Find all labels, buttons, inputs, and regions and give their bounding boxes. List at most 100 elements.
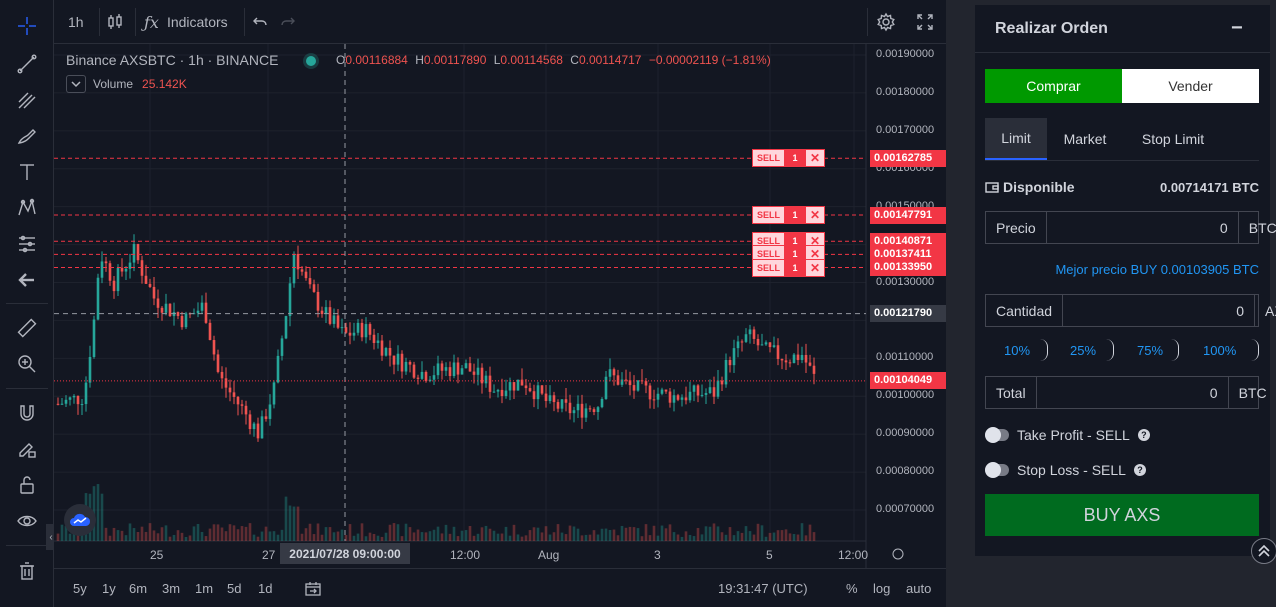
brush-tool[interactable] <box>0 118 54 154</box>
time-tick: 3 <box>654 548 661 562</box>
close-icon[interactable]: ✕ <box>805 149 825 168</box>
range-6m[interactable]: 6m <box>129 569 147 607</box>
volume-bar <box>212 524 216 541</box>
prediction-tool[interactable] <box>0 226 54 262</box>
log-scale-toggle[interactable]: log <box>873 569 890 607</box>
help-icon[interactable]: ? <box>1133 464 1146 476</box>
remove-drawings-tool[interactable] <box>0 553 54 589</box>
stop-loss-toggle[interactable]: Stop Loss - SELL ? <box>985 462 1146 478</box>
sell-side-tab[interactable]: Vender <box>1122 69 1259 103</box>
indicators-label: Indicators <box>166 14 228 30</box>
settings-button[interactable] <box>876 0 896 44</box>
volume-bar <box>652 525 656 541</box>
volume-bar <box>132 528 136 541</box>
volume-bar <box>296 506 300 541</box>
percent-100-button[interactable]: 100% <box>1203 343 1237 358</box>
candle-body <box>248 414 252 430</box>
volume-collapse-button[interactable] <box>66 75 86 93</box>
take-profit-toggle[interactable]: Take Profit - SELL ? <box>985 427 1150 443</box>
volume-bar <box>384 532 388 541</box>
clock-timezone[interactable]: 19:31:47 (UTC) <box>718 569 808 607</box>
text-tool[interactable] <box>0 154 54 190</box>
help-icon[interactable]: ? <box>1137 429 1150 441</box>
go-to-date-button[interactable] <box>304 569 322 607</box>
close-icon[interactable]: ✕ <box>805 206 825 225</box>
volume-bar <box>456 536 460 541</box>
pattern-tool[interactable] <box>0 190 54 226</box>
toolbar-divider <box>6 303 48 304</box>
volume-bar <box>284 496 288 541</box>
candle-body <box>484 375 488 384</box>
order-tag[interactable]: SELL 1 ✕ <box>752 206 825 225</box>
percent-10-button[interactable]: 10% <box>1004 343 1031 358</box>
submit-buy-button[interactable]: BUY AXS <box>985 494 1259 536</box>
buy-side-tab[interactable]: Comprar <box>985 69 1122 103</box>
take-profit-switch[interactable] <box>985 427 1009 443</box>
volume-bar <box>804 535 808 541</box>
candle-body <box>532 391 536 400</box>
chart-type-button[interactable] <box>106 0 124 44</box>
total-input[interactable] <box>1036 377 1228 408</box>
order-price-label: 0.00147791 <box>870 206 946 224</box>
range-1d[interactable]: 1d <box>258 569 272 607</box>
indicators-button[interactable]: ƒx Indicators <box>144 0 228 44</box>
toolbar-collapse-toggle[interactable]: ‹ <box>46 524 56 550</box>
candle-body <box>292 253 296 284</box>
arrow-tool[interactable] <box>0 262 54 298</box>
stop-loss-switch[interactable] <box>985 462 1009 478</box>
range-1y[interactable]: 1y <box>102 569 116 607</box>
order-panel-collapse-button[interactable]: − <box>1231 17 1243 39</box>
volume-bar <box>468 525 472 541</box>
scroll-to-top-button[interactable] <box>1251 538 1276 564</box>
lock-all-tool[interactable] <box>0 467 54 503</box>
redo-button[interactable] <box>280 0 296 44</box>
price-field: Precio BTC <box>985 211 1276 244</box>
chart-area[interactable]: Binance AXSBTC · 1h · BINANCE O0.0011688… <box>54 44 946 568</box>
lock-drawing-tool[interactable] <box>0 431 54 467</box>
time-tick: Aug <box>538 548 560 562</box>
log-label: log <box>873 581 891 596</box>
fullscreen-button[interactable] <box>916 0 934 44</box>
range-5d[interactable]: 5d <box>227 569 241 607</box>
volume-bar <box>476 533 480 541</box>
undo-button[interactable] <box>252 0 268 44</box>
order-tag[interactable]: SELL 1 ✕ <box>752 258 825 277</box>
candle-body <box>804 355 808 363</box>
amount-input[interactable] <box>1063 295 1255 326</box>
price-chart[interactable] <box>54 44 946 568</box>
candle-body <box>784 360 788 363</box>
volume-bar <box>784 529 788 541</box>
measure-tool[interactable] <box>0 310 54 346</box>
trend-line-tool[interactable] <box>0 46 54 82</box>
candle-body <box>552 395 556 403</box>
candle-body <box>444 367 448 371</box>
magnet-tool[interactable] <box>0 395 54 431</box>
visibility-tool[interactable] <box>0 503 54 539</box>
tab-limit[interactable]: Limit <box>985 118 1047 160</box>
percent-75-button[interactable]: 75% <box>1137 343 1164 358</box>
zoom-tool[interactable] <box>0 346 54 382</box>
crosshair-tool[interactable] <box>0 8 54 44</box>
close-icon[interactable]: ✕ <box>805 258 825 277</box>
candle-body <box>376 340 380 343</box>
percent-25-button[interactable]: 25% <box>1070 343 1097 358</box>
candle-body <box>124 268 128 272</box>
range-3m[interactable]: 3m <box>162 569 180 607</box>
tab-market[interactable]: Market <box>1063 131 1107 147</box>
auto-scale-toggle[interactable]: auto <box>906 569 931 607</box>
percent-label: % <box>846 581 858 596</box>
pitchfork-tool[interactable] <box>0 82 54 118</box>
price-unit: BTC <box>1237 212 1276 243</box>
percent-separator <box>1251 339 1259 361</box>
toolbar-divider <box>6 388 48 389</box>
interval-button[interactable]: 1h <box>68 0 84 44</box>
percent-scale-toggle[interactable]: % <box>846 569 858 607</box>
tab-stop-limit[interactable]: Stop Limit <box>1141 131 1205 147</box>
order-tag[interactable]: SELL 1 ✕ <box>752 149 825 168</box>
broker-logo[interactable] <box>64 504 96 536</box>
price-input[interactable] <box>1046 212 1238 243</box>
best-price-link[interactable]: Mejor precio BUY 0.00103905 BTC <box>1055 262 1259 277</box>
range-1m[interactable]: 1m <box>195 569 213 607</box>
range-5y[interactable]: 5y <box>73 569 87 607</box>
candle-body <box>768 342 772 348</box>
